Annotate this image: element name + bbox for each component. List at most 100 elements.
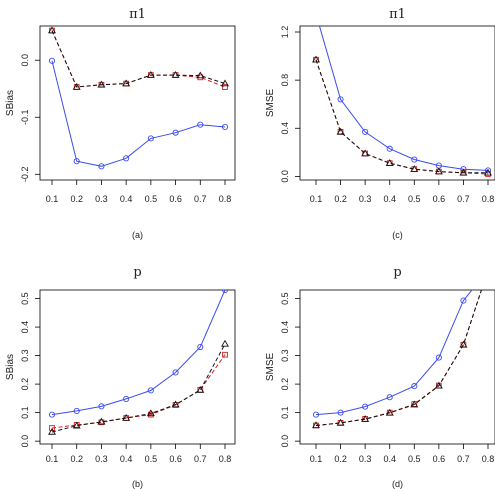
- series-line-blue: [315, 290, 473, 416]
- point-marker-circle: [435, 354, 442, 361]
- point-marker-triangle: [434, 167, 443, 175]
- x-tick-label: 0.2: [70, 194, 83, 204]
- x-tick-label: 0.3: [95, 194, 108, 204]
- y-tick-label: 0.0: [280, 435, 290, 448]
- x-tick-label: 0.3: [359, 194, 372, 204]
- point-marker-triangle: [312, 421, 320, 429]
- panel-label: (d): [392, 479, 403, 489]
- point-marker-triangle: [48, 427, 56, 435]
- chart-title: π1: [129, 7, 146, 22]
- plot-area: [48, 290, 229, 435]
- point-marker-triangle: [385, 159, 394, 166]
- x-tick-label: 0.6: [433, 194, 446, 204]
- y-tick-label: 0.8: [280, 74, 290, 87]
- x-tick-label: 0.2: [334, 194, 347, 204]
- point-marker-circle: [386, 145, 393, 152]
- y-tick-label: 1.2: [280, 26, 290, 39]
- point-marker-circle: [123, 155, 130, 162]
- point-marker-circle: [460, 297, 467, 304]
- point-marker-circle: [197, 121, 204, 128]
- x-tick-label: 0.8: [219, 194, 232, 204]
- y-tick-label: 0.1: [280, 406, 290, 419]
- point-marker-triangle: [97, 80, 106, 88]
- y-tick-label: 0.3: [20, 349, 30, 362]
- y-tick-label: 0.0: [280, 170, 290, 183]
- point-marker-circle: [362, 128, 369, 135]
- point-marker-triangle: [484, 168, 492, 176]
- y-tick-label: 0.0: [20, 435, 30, 448]
- point-marker-triangle: [459, 340, 468, 348]
- plot-area: [312, 26, 492, 177]
- point-marker-triangle: [146, 70, 155, 78]
- x-tick-label: 0.8: [219, 454, 232, 464]
- point-marker-circle: [123, 395, 130, 402]
- point-marker-circle: [48, 411, 56, 418]
- x-tick-label: 0.6: [433, 454, 446, 464]
- x-tick-label: 0.1: [310, 194, 323, 204]
- point-marker-triangle: [171, 400, 180, 408]
- y-tick-label: -0.2: [20, 167, 30, 183]
- point-marker-circle: [221, 123, 229, 131]
- y-axis-label: SBias: [5, 354, 16, 380]
- y-tick-label: 0.5: [280, 292, 290, 305]
- plot-frame: [299, 25, 495, 181]
- plot-frame: [39, 289, 236, 445]
- x-tick-label: 0.6: [169, 194, 182, 204]
- chart-panel: p SMSE 0.0 0.1 0.2 0.3 0.4 0.5 0.1 0.2 0.3 0.4 0.5 0.…: [265, 265, 495, 489]
- panel-label: (c): [392, 230, 403, 240]
- point-marker-circle: [48, 57, 56, 64]
- point-marker-triangle: [410, 165, 419, 172]
- plot-frame: [299, 289, 495, 445]
- y-tick-label: 0.5: [20, 292, 30, 305]
- x-tick-label: 0.2: [70, 454, 83, 464]
- point-marker-circle: [172, 129, 179, 136]
- point-marker-circle: [197, 343, 204, 351]
- x-tick-label: 0.6: [169, 454, 182, 464]
- point-marker-triangle: [72, 82, 81, 90]
- point-marker-square: [49, 425, 55, 431]
- point-marker-triangle: [72, 421, 81, 429]
- x-tick-label: 0.1: [310, 454, 323, 464]
- chart-panel: π1 SMSE 0.0 0.4 0.8 1.2 0.1 0.2 0.3 0.4 0.5 0.6 0.7 0…: [265, 7, 495, 240]
- series-line-black: [315, 290, 482, 426]
- point-marker-triangle: [48, 26, 56, 34]
- y-tick-label: 0.1: [20, 406, 30, 419]
- chart-title: π1: [389, 7, 406, 22]
- x-tick-label: 0.4: [120, 194, 133, 204]
- y-tick-label: 0.4: [20, 321, 30, 334]
- x-tick-label: 0.2: [334, 454, 347, 464]
- point-marker-circle: [386, 394, 393, 401]
- point-marker-circle: [221, 290, 229, 294]
- point-marker-triangle: [361, 415, 370, 422]
- chart-panel: p SBias 0.0 0.1 0.2 0.3 0.4 0.5 0.1 0.2 0.3 0.4 0.5 0…: [5, 265, 236, 489]
- x-tick-label: 0.7: [457, 194, 470, 204]
- point-marker-circle: [411, 156, 418, 163]
- y-axis-label: SBias: [5, 90, 16, 116]
- point-marker-triangle: [221, 79, 229, 87]
- series-line-black: [51, 30, 226, 88]
- point-marker-triangle: [122, 79, 131, 87]
- x-tick-label: 0.8: [482, 194, 495, 204]
- x-tick-label: 0.5: [145, 454, 158, 464]
- chart-panel: π1 SBias -0.2 -0.1 0.0 0.1 0.2 0.3 0.4 0.5 0.6 0.7 0…: [5, 7, 236, 240]
- point-marker-triangle: [196, 386, 205, 393]
- point-marker-triangle: [385, 408, 394, 416]
- x-tick-label: 0.3: [95, 454, 108, 464]
- y-tick-label: 0.2: [20, 378, 30, 391]
- x-tick-label: 0.4: [383, 194, 396, 204]
- point-marker-triangle: [410, 400, 419, 408]
- point-marker-circle: [337, 96, 344, 103]
- point-marker-triangle: [434, 381, 443, 389]
- series-line-black: [51, 343, 226, 433]
- point-marker-triangle: [171, 70, 180, 78]
- point-marker-triangle: [146, 409, 155, 417]
- panel-label: (a): [132, 230, 143, 240]
- point-marker-triangle: [361, 149, 370, 157]
- series-line-blue: [318, 26, 489, 171]
- x-tick-label: 0.4: [383, 454, 396, 464]
- point-marker-circle: [147, 135, 154, 142]
- x-tick-label: 0.7: [457, 454, 470, 464]
- plot-area: [48, 26, 229, 170]
- y-tick-label: 0.2: [280, 378, 290, 391]
